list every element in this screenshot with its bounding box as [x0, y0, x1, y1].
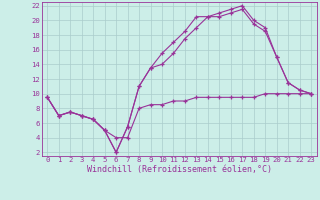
X-axis label: Windchill (Refroidissement éolien,°C): Windchill (Refroidissement éolien,°C) [87, 165, 272, 174]
